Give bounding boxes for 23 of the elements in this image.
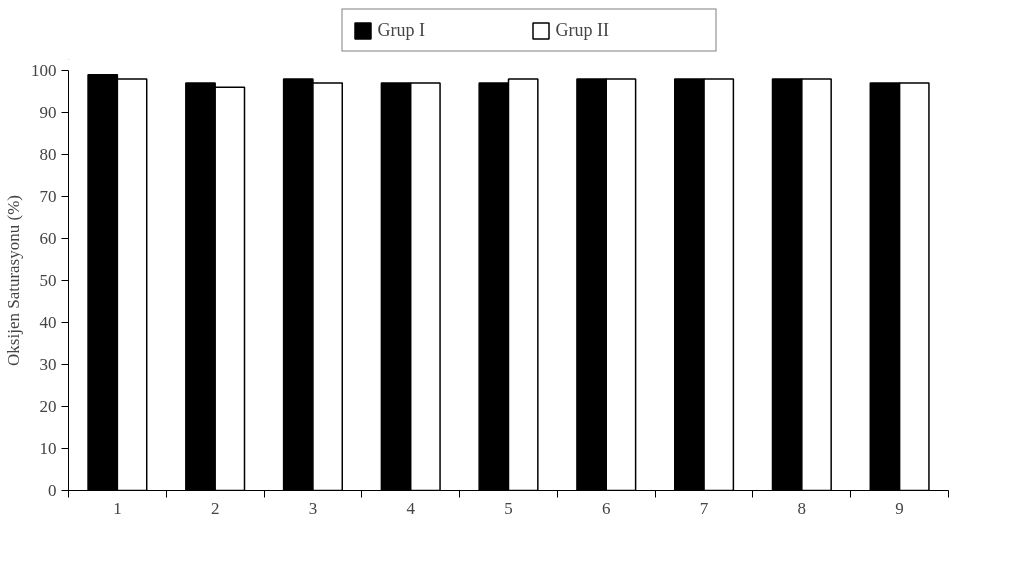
y-tick-label: 70 [39,187,57,206]
x-tick-label: 7 [699,498,709,518]
y-tick-label: 20 [39,397,57,416]
y-tick-label: 100 [31,61,57,80]
x-tick-label: 2 [210,498,220,518]
y-tick-label: 30 [39,355,57,374]
legend-label: Grup II [555,19,610,41]
y-tick-label: 40 [39,313,57,332]
x-tick-label: 6 [602,498,611,518]
x-tick-label: 3 [308,498,318,518]
y-tick-label: 0 [48,481,57,500]
legend-label: Grup I [377,19,426,41]
x-tick-label: 8 [797,498,807,518]
x-tick-label: 4 [406,498,416,518]
y-tick-label: 80 [39,145,57,164]
y-tick-label: 50 [39,271,57,290]
y-tick-label: 10 [39,439,57,458]
x-tick-label: 5 [504,498,513,518]
y-tick-label: 90 [39,103,57,122]
y-tick-label: 60 [39,229,57,248]
x-tick-label: 9 [895,498,904,518]
x-tick-label: 1 [113,498,122,518]
y-axis-title: Oksijen Saturasyonu (%) [4,195,23,366]
